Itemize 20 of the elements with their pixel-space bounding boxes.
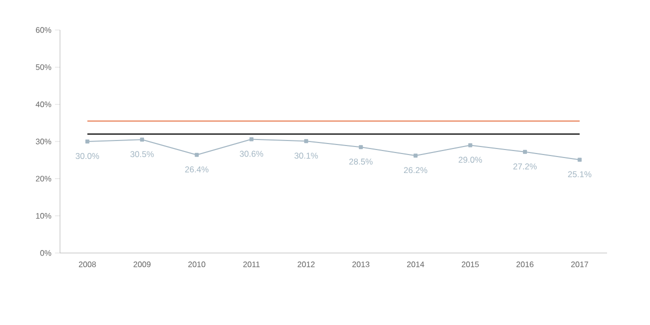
point [358,145,363,150]
point [249,137,254,142]
data-label: 29.0% [458,156,482,163]
data-label: 27.2% [513,163,537,170]
point [468,143,472,148]
point [140,138,144,142]
point [578,158,582,162]
point [85,140,90,144]
data-label: 25.1% [568,171,592,178]
point [304,139,308,144]
point [414,154,418,158]
data-label: 30.6% [240,150,264,157]
data-label: 28.5% [349,158,373,165]
point [194,152,199,157]
data-label: 30.5% [130,151,154,158]
data-label: 26.2% [404,167,428,174]
point [522,150,527,154]
data-label: 30.0% [76,153,100,160]
data-label: 26.4% [185,166,208,172]
data-label: 30.1% [294,152,318,159]
